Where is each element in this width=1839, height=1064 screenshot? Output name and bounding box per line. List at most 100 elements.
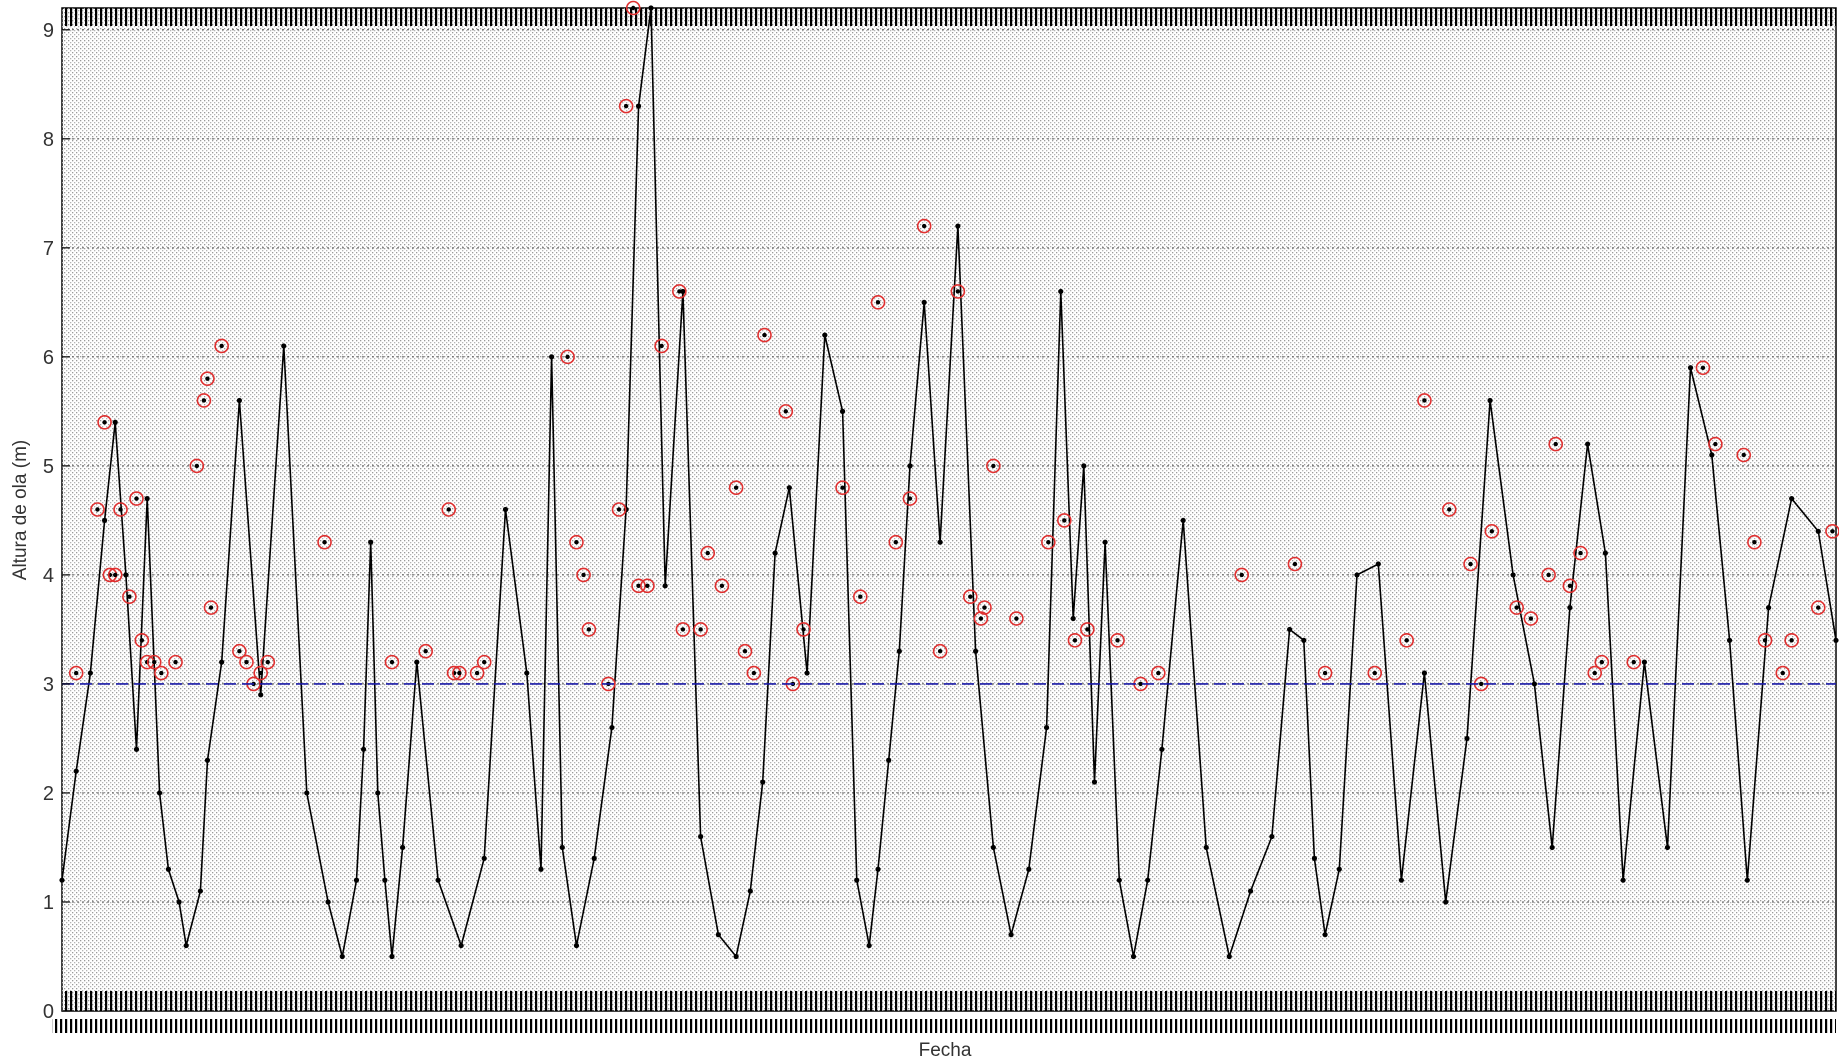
peak-marker: [1067, 633, 1083, 648]
peak-marker: [1509, 600, 1524, 615]
peak-dot: [968, 594, 973, 599]
data-point: [87, 670, 93, 676]
data-point: [591, 855, 597, 861]
y-tick-label: 7: [43, 238, 54, 260]
peak-dot: [586, 627, 592, 632]
peak-dot: [118, 507, 123, 512]
peak-marker: [146, 654, 162, 670]
peak-dot: [907, 496, 913, 501]
data-point: [1130, 953, 1137, 960]
peak-dot: [616, 507, 622, 512]
data-point: [990, 844, 996, 851]
peak-dot: [978, 616, 984, 621]
data-point: [1091, 779, 1098, 785]
peak-dot: [1085, 627, 1090, 632]
peak-marker: [654, 338, 669, 354]
peak-marker: [122, 589, 137, 605]
peak-dot: [893, 540, 898, 545]
data-point: [921, 299, 927, 305]
peak-marker: [672, 284, 687, 299]
data-point: [389, 953, 395, 960]
data-point: [1203, 844, 1209, 851]
data-point: [1247, 888, 1254, 894]
peak-marker: [1548, 436, 1564, 452]
peak-marker: [640, 578, 655, 594]
peak-dot: [1528, 616, 1534, 621]
data-point: [896, 648, 902, 654]
peak-marker: [1399, 633, 1414, 648]
data-point: [1287, 626, 1293, 633]
data-point: [1301, 637, 1307, 643]
data-point: [144, 495, 150, 502]
peak-dot: [1322, 670, 1328, 676]
data-point: [1375, 561, 1381, 567]
data-point: [1145, 877, 1151, 883]
peak-dot: [322, 540, 327, 545]
peak-marker: [113, 502, 128, 517]
peak-marker: [1695, 360, 1711, 376]
peak-marker: [618, 98, 634, 114]
peak-dot: [1599, 659, 1605, 665]
peak-dot: [113, 572, 118, 578]
peak-marker: [576, 567, 591, 583]
peak-marker: [1810, 600, 1826, 615]
top-tick-band: [62, 8, 1836, 26]
peak-marker: [581, 622, 597, 637]
peak-dot: [1546, 572, 1551, 578]
peak-dot: [95, 507, 100, 512]
peak-dot: [1762, 638, 1768, 643]
peak-marker: [693, 622, 708, 637]
peak-dot: [955, 289, 961, 294]
data-point: [219, 659, 225, 665]
peak-dot: [152, 659, 157, 665]
peak-dot: [102, 420, 107, 425]
peak-marker: [675, 622, 691, 637]
data-point: [549, 354, 555, 360]
data-point: [197, 888, 203, 894]
data-point: [635, 103, 642, 109]
data-point: [1081, 463, 1087, 469]
peak-dot: [875, 300, 881, 305]
data-point: [786, 485, 792, 491]
data-point: [204, 757, 211, 763]
peak-marker: [1708, 436, 1723, 452]
peak-marker: [1775, 665, 1791, 681]
data-point: [1116, 877, 1122, 883]
peak-marker: [1573, 545, 1588, 561]
peak-dot: [1062, 518, 1067, 523]
peak-marker: [1057, 513, 1072, 528]
bottom-tick-band: [62, 991, 1836, 1011]
peak-dot: [677, 289, 682, 294]
data-point: [481, 855, 487, 861]
peak-dot: [921, 223, 927, 229]
data-point: [1311, 855, 1318, 861]
data-point: [1226, 953, 1232, 960]
data-point: [1744, 877, 1750, 883]
peak-marker: [1041, 534, 1056, 550]
peak-marker: [950, 284, 966, 299]
data-point: [360, 746, 367, 752]
series-markers: [59, 5, 1839, 960]
data-point: [1664, 844, 1671, 851]
peak-dot: [1372, 670, 1377, 676]
peak-dot: [159, 670, 164, 676]
peak-dot: [219, 343, 224, 349]
peak-marker: [977, 600, 992, 615]
data-point: [325, 899, 331, 905]
peak-dot: [1830, 529, 1835, 534]
peak-marker: [107, 567, 123, 583]
data-point: [907, 463, 913, 469]
peak-marker: [452, 665, 467, 681]
peak-dot: [389, 659, 395, 665]
data-point: [733, 953, 739, 960]
data-point: [1058, 288, 1064, 295]
peak-dot: [1752, 540, 1757, 545]
peak-marker: [916, 218, 932, 234]
data-point: [400, 844, 406, 851]
peak-marker: [569, 534, 584, 550]
peak-marker: [1234, 567, 1250, 583]
peak-dot: [1789, 638, 1794, 643]
peak-dot: [1631, 659, 1636, 665]
peak-dot: [659, 343, 664, 349]
peak-dot: [1156, 670, 1161, 676]
